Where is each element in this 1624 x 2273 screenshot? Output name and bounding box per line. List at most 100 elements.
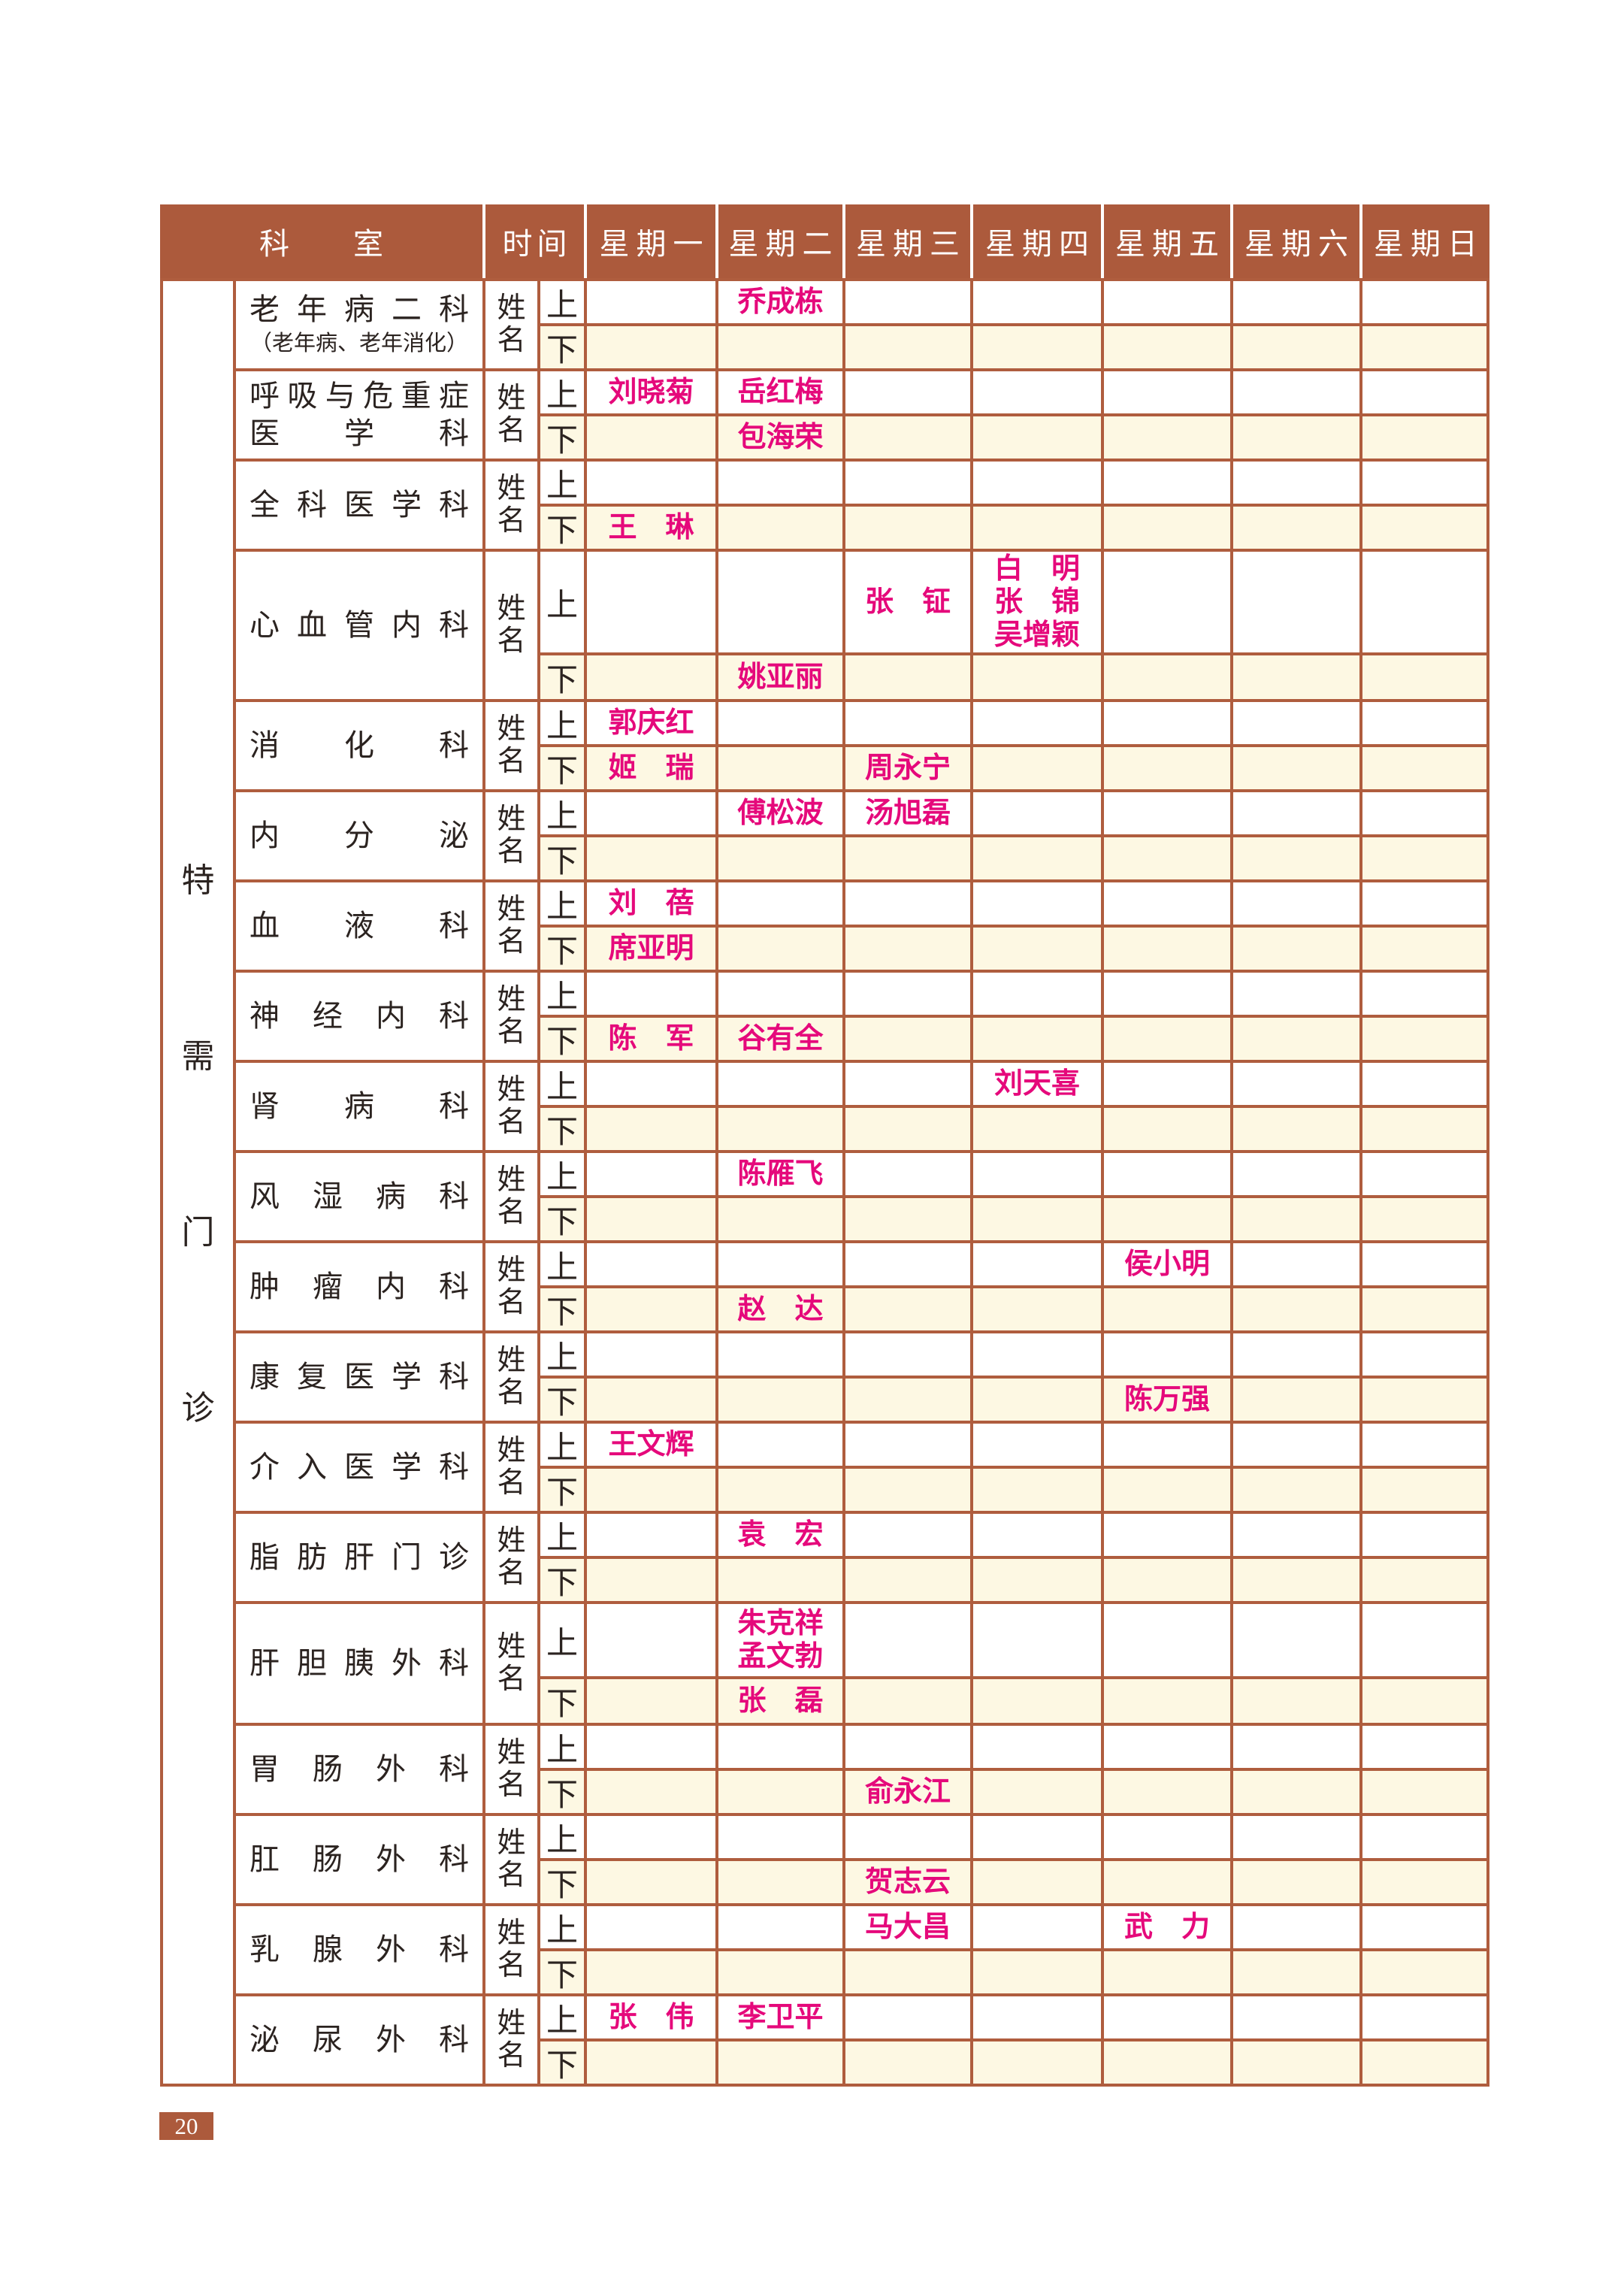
- schedule-cell-am-day7: [1362, 1153, 1486, 1195]
- schedule-cell-pm-day4: [973, 1771, 1101, 1813]
- dept-name-cell: 内分泌: [236, 792, 482, 879]
- schedule-cell-am-day4: [973, 702, 1101, 744]
- doctor-name: 岳红梅: [737, 376, 824, 408]
- schedule-cell-pm-day4: [973, 1861, 1101, 1903]
- page-number: 20: [174, 2112, 198, 2139]
- doctor-name: 汤旭磊: [864, 797, 951, 829]
- am-label-cell: 上: [540, 1333, 584, 1376]
- schedule-cell-am-day4: [973, 281, 1101, 323]
- schedule-cell-am-day1: [587, 792, 715, 834]
- dept-name-line: 老年病二科: [249, 292, 469, 326]
- schedule-cell-am-day7: [1362, 1424, 1486, 1466]
- staff-name-label-cell: 姓名: [485, 1153, 537, 1240]
- schedule-cell-pm-day6: [1233, 416, 1359, 459]
- schedule-cell-am-day7: [1362, 1726, 1486, 1768]
- dept-name-cell: 心血管内科: [236, 552, 482, 699]
- day-header-7: 星期日: [1359, 204, 1489, 278]
- schedule-cell-am-day1: [587, 462, 715, 504]
- doctor-name: 谷有全: [737, 1022, 824, 1055]
- doctor-name: 刘晓菊: [608, 376, 694, 408]
- schedule-cell-am-day4: 白 明张 锦吴增颖: [973, 552, 1101, 652]
- schedule-cell-pm-day4: [973, 2041, 1101, 2084]
- staff-name-label-cell: 姓名: [485, 1604, 537, 1723]
- schedule-cell-pm-day4: [973, 1559, 1101, 1601]
- day-header-5: 星期五: [1101, 204, 1230, 278]
- schedule-cell-pm-day2: [718, 1771, 842, 1813]
- staff-name-label-cell: 姓名: [485, 1906, 537, 1993]
- schedule-cell-pm-day1: [587, 1379, 715, 1421]
- dept-name-cell: 全科医学科: [236, 462, 482, 549]
- schedule-cell-pm-day1: [587, 2041, 715, 2084]
- schedule-cell-pm-day1: [587, 326, 715, 368]
- schedule-cell-pm-day3: [845, 326, 970, 368]
- schedule-cell-am-day4: [973, 1153, 1101, 1195]
- schedule-cell-am-day4: [973, 882, 1101, 925]
- schedule-cell-pm-day2: [718, 507, 842, 549]
- schedule-cell-pm-day3: [845, 928, 970, 970]
- schedule-cell-pm-day4: [973, 1108, 1101, 1150]
- pm-label-cell: 下: [540, 655, 584, 699]
- pm-label-cell: 下: [540, 1469, 584, 1511]
- dept-name-line: 肾病科: [249, 1090, 469, 1123]
- schedule-cell-am-day6: [1233, 371, 1359, 413]
- dept-header-char: 科: [259, 228, 289, 261]
- schedule-cell-am-day1: 王文辉: [587, 1424, 715, 1466]
- schedule-cell-pm-day4: [973, 928, 1101, 970]
- schedule-cell-pm-day7: [1362, 1951, 1486, 1993]
- schedule-cell-am-day1: [587, 1816, 715, 1858]
- doctor-name: 张 锦: [993, 586, 1080, 618]
- dept-name-line: 内分泌: [249, 819, 469, 852]
- staff-name-label-cell: 姓名: [485, 552, 537, 699]
- schedule-cell-pm-day2: [718, 326, 842, 368]
- day-header-4: 星期四: [970, 204, 1101, 278]
- schedule-cell-am-day6: [1233, 1243, 1359, 1285]
- schedule-cell-am-day6: [1233, 1816, 1359, 1858]
- schedule-cell-pm-day7: [1362, 507, 1486, 549]
- staff-name-label-cell: 姓名: [485, 1243, 537, 1330]
- schedule-cell-am-day5: [1104, 1063, 1230, 1105]
- schedule-cell-am-day7: [1362, 462, 1486, 504]
- schedule-cell-pm-day5: [1104, 416, 1230, 459]
- schedule-cell-am-day1: [587, 973, 715, 1015]
- dept-name-line: 脂肪肝门诊: [249, 1541, 469, 1574]
- pm-label-cell: 下: [540, 1288, 584, 1330]
- dept-name-line: 心血管内科: [249, 609, 469, 642]
- schedule-cell-pm-day5: [1104, 1951, 1230, 1993]
- schedule-cell-pm-day6: [1233, 1108, 1359, 1150]
- schedule-cell-am-day1: [587, 1604, 715, 1676]
- schedule-cell-pm-day6: [1233, 1771, 1359, 1813]
- schedule-cell-pm-day7: [1362, 1379, 1486, 1421]
- schedule-cell-am-day7: [1362, 1996, 1486, 2038]
- doctor-name: 朱克祥: [737, 1607, 824, 1639]
- schedule-cell-am-day2: 陈雁飞: [718, 1153, 842, 1195]
- doctor-name: 陈雁飞: [737, 1158, 824, 1190]
- dept-name-line: 风湿病科: [249, 1180, 469, 1213]
- schedule-cell-pm-day2: 谷有全: [718, 1018, 842, 1060]
- schedule-cell-am-day3: [845, 1514, 970, 1556]
- schedule-cell-pm-day3: [845, 1018, 970, 1060]
- dept-name-line: 全科医学科: [249, 489, 469, 522]
- side-label-char: 门: [181, 1214, 215, 1251]
- side-label-char: 特: [181, 862, 215, 899]
- doctor-name: 马大昌: [864, 1911, 951, 1943]
- schedule-cell-am-day2: 傅松波: [718, 792, 842, 834]
- schedule-cell-am-day4: [973, 1243, 1101, 1285]
- staff-name-label-cell: 姓名: [485, 1996, 537, 2084]
- schedule-cell-pm-day7: [1362, 326, 1486, 368]
- schedule-cell-pm-day1: [587, 1198, 715, 1240]
- schedule-cell-am-day6: [1233, 792, 1359, 834]
- pm-label-cell: 下: [540, 2041, 584, 2084]
- dept-name-cell: 肛肠外科: [236, 1816, 482, 1903]
- schedule-cell-pm-day4: [973, 416, 1101, 459]
- schedule-cell-am-day3: [845, 1604, 970, 1676]
- schedule-cell-pm-day5: [1104, 2041, 1230, 2084]
- day-header-2: 星期二: [715, 204, 842, 278]
- schedule-cell-pm-day4: [973, 1288, 1101, 1330]
- dept-name-line: 介入医学科: [249, 1451, 469, 1484]
- schedule-cell-pm-day3: [845, 1559, 970, 1601]
- dept-name-line: 肛肠外科: [249, 1843, 469, 1876]
- schedule-cell-am-day2: [718, 882, 842, 925]
- dept-name-line: 肝胆胰外科: [249, 1647, 469, 1680]
- schedule-cell-pm-day3: 周永宁: [845, 747, 970, 789]
- dept-name-cell: 风湿病科: [236, 1153, 482, 1240]
